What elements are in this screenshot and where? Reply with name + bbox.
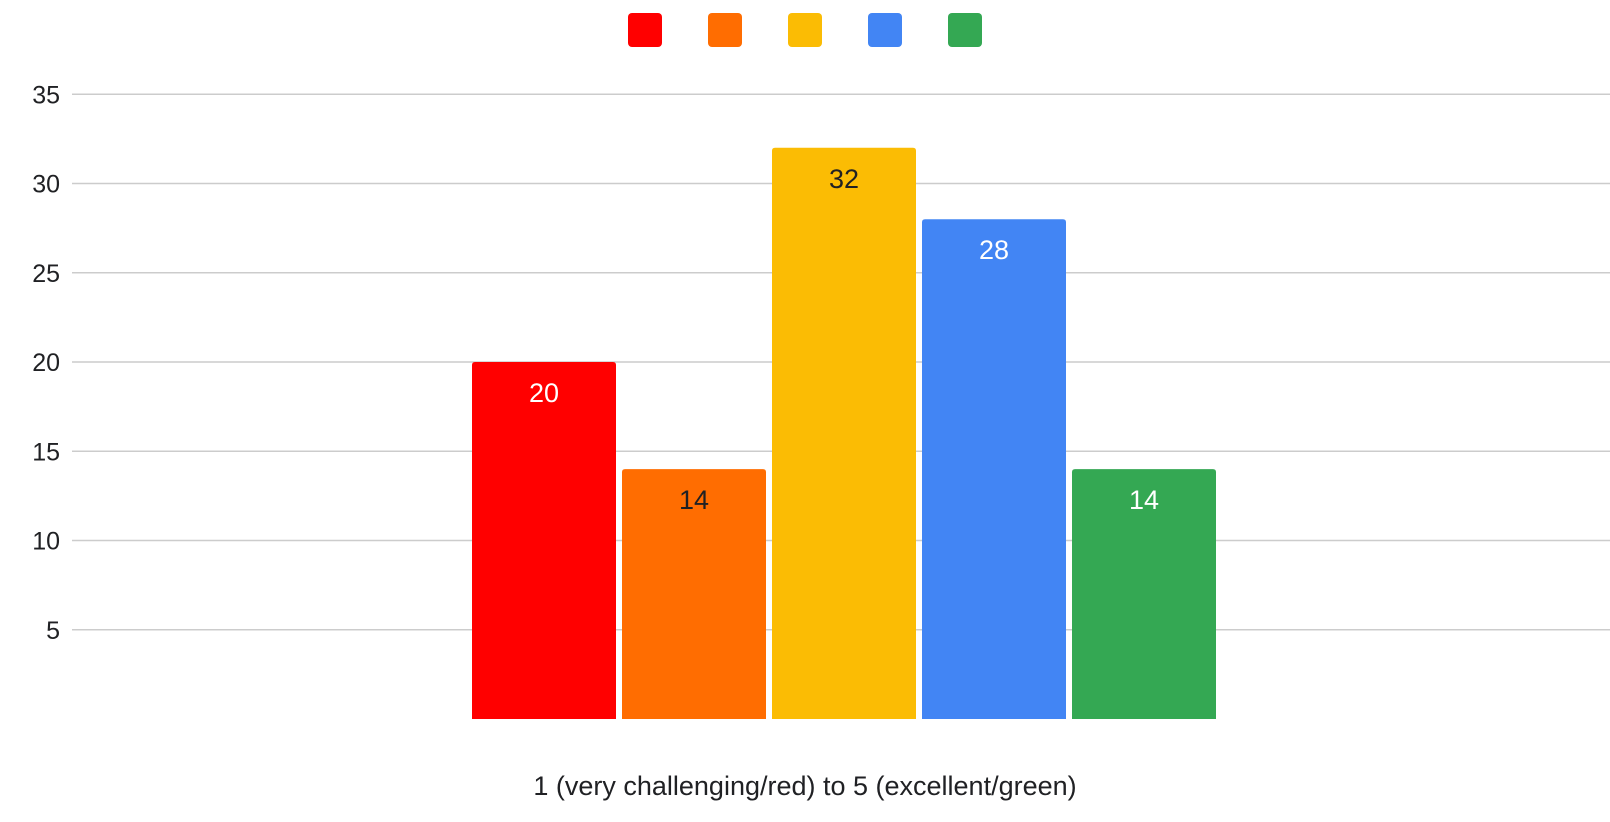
y-tick-label-35: 35: [32, 81, 60, 109]
y-axis-tick-labels: 5 10 15 20 25 30 35: [32, 81, 60, 645]
y-tick-label-15: 15: [32, 438, 60, 466]
y-tick-label-20: 20: [32, 349, 60, 377]
legend-swatch-3: [788, 13, 822, 47]
y-tick-label-10: 10: [32, 528, 60, 556]
bar-2: [622, 469, 766, 719]
bar-data-label-1: 20: [529, 378, 559, 408]
bar-data-label-4: 28: [979, 235, 1009, 265]
bar-5: [1072, 469, 1216, 719]
y-tick-label-30: 30: [32, 171, 60, 199]
y-tick-label-25: 25: [32, 260, 60, 288]
legend-swatch-2: [708, 13, 742, 47]
legend: [628, 13, 982, 47]
legend-swatch-5: [948, 13, 982, 47]
bars: [472, 147, 1216, 720]
bar-1: [472, 362, 616, 719]
y-tick-label-5: 5: [46, 617, 60, 645]
bar-data-label-2: 14: [679, 485, 709, 515]
bar-data-labels: 20 14 32 28 14: [529, 164, 1159, 515]
bar-3: [772, 147, 916, 720]
bar-4: [922, 219, 1066, 719]
x-axis-title: 1 (very challenging/red) to 5 (excellent…: [533, 771, 1076, 801]
legend-swatch-1: [628, 13, 662, 47]
bar-data-label-5: 14: [1129, 485, 1159, 515]
bar-data-label-3: 32: [829, 164, 859, 194]
legend-swatch-4: [868, 13, 902, 47]
